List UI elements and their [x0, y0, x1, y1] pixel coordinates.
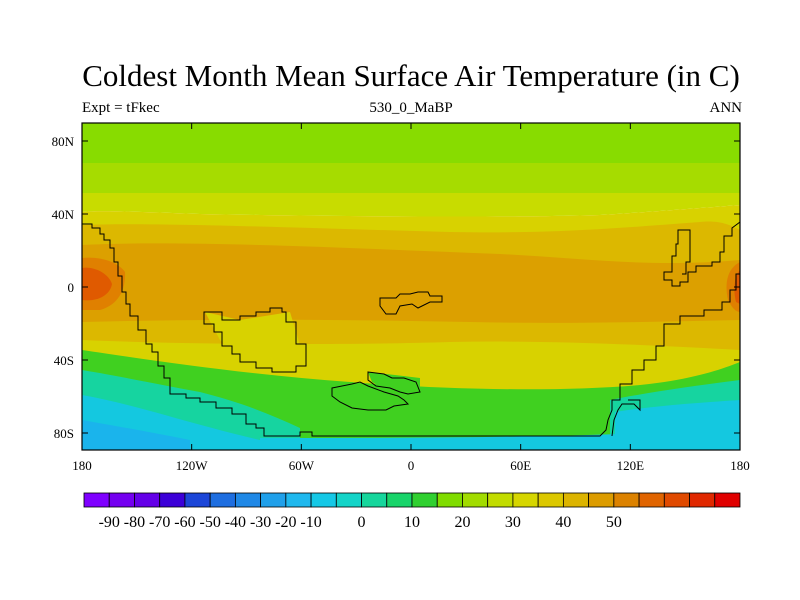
colorbar-swatch: [335, 492, 362, 508]
coastline-west: [82, 223, 740, 437]
lon-tick-label: 180: [72, 458, 92, 473]
colorbar-label: -10: [300, 514, 321, 531]
lon-tick-label: 60W: [289, 458, 315, 473]
colorbar-label: 20: [454, 514, 470, 531]
lat-tick-label: 80N: [52, 134, 75, 149]
colorbar-swatch: [613, 492, 640, 508]
lat-tick-label: 0: [68, 280, 75, 295]
lat-tick-label: 40S: [54, 353, 74, 368]
band-yellow-green: [82, 193, 740, 217]
colorbar-swatch: [361, 492, 388, 508]
colorbar-swatch: [714, 492, 741, 508]
band-orange: [82, 243, 740, 323]
colorbar-label: -30: [250, 514, 271, 531]
band-cyan-bottom: [260, 434, 620, 450]
colorbar-swatch: [411, 492, 438, 508]
colorbar-swatch: [83, 492, 110, 508]
colorbar-swatch: [209, 492, 236, 508]
coastline-central-island: [379, 291, 443, 315]
colorbar-swatch: [487, 492, 514, 508]
coastline-central-continent: [203, 307, 307, 373]
lon-tick-label: 120E: [617, 458, 645, 473]
lat-tick-label: 40N: [52, 207, 75, 222]
colorbar-swatch: [234, 492, 262, 508]
colorbar-label: -20: [275, 514, 296, 531]
colorbar-label: -70: [149, 514, 170, 531]
patch-central-yellow: [205, 312, 300, 370]
colorbar-label: -80: [124, 514, 145, 531]
lat-tick-label: 80S: [54, 426, 74, 441]
colorbar-swatch: [588, 492, 615, 508]
colorbar-label: 30: [505, 514, 521, 531]
lon-tick-label: 180: [730, 458, 750, 473]
colorbar-swatch: [310, 492, 337, 508]
colorbar-label: 40: [555, 514, 571, 531]
colorbar-swatch: [260, 492, 287, 508]
coastlines: [82, 221, 740, 437]
lon-tick-label: 120W: [176, 458, 209, 473]
colorbar-label: -40: [225, 514, 246, 531]
experiment-label: Expt = tFkec: [82, 100, 160, 116]
colorbar-swatch: [159, 492, 186, 508]
colorbar-swatch: [638, 492, 665, 508]
band-green-top: [82, 123, 740, 163]
coastline-south-island-2: [367, 371, 421, 395]
lon-tick-label: 60E: [510, 458, 531, 473]
colorbar-swatch: [512, 492, 539, 508]
colorbar-swatch: [436, 492, 463, 508]
colorbar-swatch: [184, 492, 211, 508]
patch-green-island: [330, 382, 410, 410]
colorbar-label: 0: [358, 514, 366, 531]
colorbar-swatch: [108, 492, 135, 508]
latitude-axis: 80N 40N 0 40S 80S: [52, 134, 740, 441]
colorbar-swatch: [386, 492, 413, 508]
coastline-south-island-1: [331, 381, 410, 411]
band-cyan-south-east: [615, 400, 740, 450]
longitude-axis: 180 120W 60W 0 60E 120E 180: [72, 123, 750, 473]
coastline-east-island: [663, 221, 740, 287]
colorbar-swatch: [562, 492, 590, 508]
colorbar-swatch: [537, 492, 564, 508]
band-light-green: [82, 163, 740, 193]
colorbar-label: -60: [174, 514, 195, 531]
temperature-field: [82, 123, 740, 450]
coastline-southeast: [611, 399, 641, 437]
colorbar-swatch: [134, 492, 161, 508]
colorbar-swatch: [462, 492, 489, 508]
plot-title: Coldest Month Mean Surface Air Temperatu…: [82, 58, 740, 93]
colorbar-label: -90: [99, 514, 120, 531]
colorbar-label: 50: [606, 514, 622, 531]
band-blue-south: [82, 420, 190, 450]
colorbar-swatch: [689, 492, 716, 508]
season-label: ANN: [709, 100, 743, 116]
patch-green-island-small: [368, 372, 420, 395]
colorbar: -90 -80 -70 -60 -50 -40 -30 -20 -10 0 10 20 30 40 50: [83, 492, 741, 531]
band-red-west: [82, 267, 112, 301]
time-label: 530_0_MaBP: [369, 100, 453, 116]
lon-tick-label: 0: [408, 458, 415, 473]
colorbar-label: -50: [199, 514, 220, 531]
colorbar-label: 10: [404, 514, 420, 531]
colorbar-swatch: [285, 492, 312, 508]
colorbar-swatch: [663, 492, 690, 508]
